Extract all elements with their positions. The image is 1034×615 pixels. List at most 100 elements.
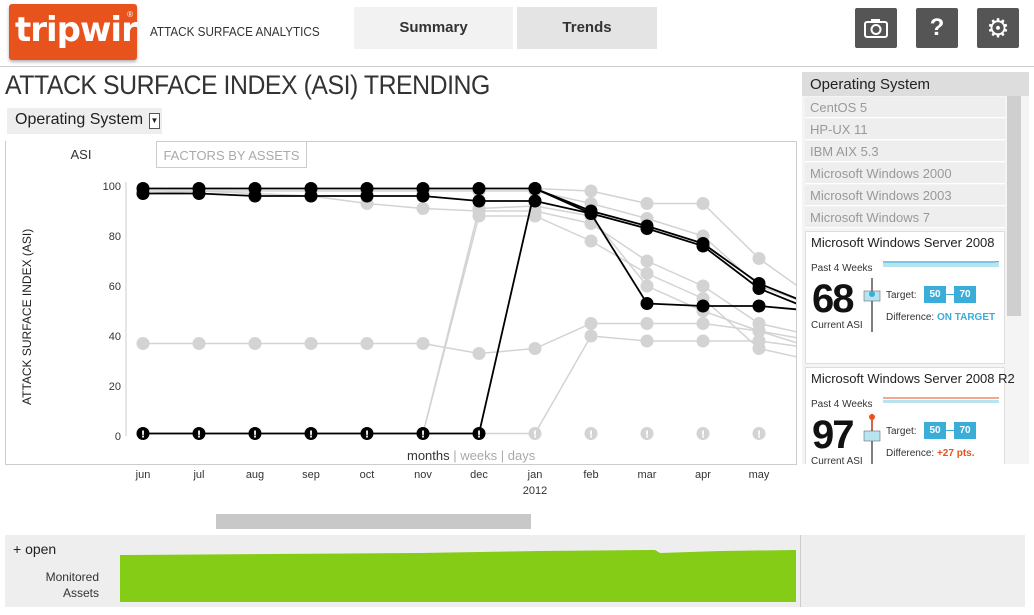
timeline-scrollbar[interactable] <box>216 514 531 529</box>
background-series-point[interactable] <box>528 209 542 223</box>
background-series-point[interactable] <box>640 197 654 210</box>
os-card-windows-server-2008[interactable]: Microsoft Windows Server 2008 Past 4 Wee… <box>805 231 1005 364</box>
card-asi-value: 68 <box>812 277 854 321</box>
exclamation-icon: ! <box>757 430 762 441</box>
highlighted-series-point[interactable] <box>472 194 486 208</box>
background-series-point[interactable] <box>472 347 486 360</box>
settings-button[interactable]: ⚙ <box>977 8 1019 48</box>
monitored-assets-panel: + open Monitored Assets <box>5 535 1025 607</box>
y-tick-label: 60 <box>109 281 121 293</box>
sidebar-item-windows-2000[interactable]: Microsoft Windows 2000 <box>805 163 1005 184</box>
background-series-point[interactable] <box>752 334 766 348</box>
highlighted-series-point[interactable] <box>752 282 766 295</box>
open-panel-toggle[interactable]: + open <box>13 541 57 557</box>
background-series-point[interactable] <box>584 329 598 343</box>
x-year-label: 2012 <box>523 485 547 497</box>
highlighted-series-point[interactable] <box>640 222 654 235</box>
highlighted-series-point[interactable] <box>640 297 654 310</box>
target-label: Target: <box>886 290 917 301</box>
highlighted-series-point[interactable] <box>304 189 318 203</box>
sidebar-item-windows-7[interactable]: Microsoft Windows 7 <box>805 207 1005 228</box>
background-series-point[interactable] <box>528 342 542 355</box>
sidebar-item-windows-2003[interactable]: Microsoft Windows 2003 <box>805 185 1005 206</box>
sidebar-item-centos-5[interactable]: CentOS 5 <box>805 97 1005 118</box>
highlighted-series-point[interactable] <box>752 299 766 313</box>
zero-marker <box>136 427 150 440</box>
range-days[interactable]: days <box>507 448 536 463</box>
y-tick-label: 20 <box>109 381 121 393</box>
highlighted-series-point[interactable] <box>528 182 542 195</box>
card-asi-value: 97 <box>812 413 854 457</box>
exclamation-icon: ! <box>141 430 146 441</box>
x-tick-label: may <box>749 469 770 481</box>
highlighted-series-point[interactable] <box>248 189 262 203</box>
background-series-point[interactable] <box>696 334 710 348</box>
zero-marker <box>192 427 206 440</box>
background-series-point[interactable] <box>640 317 654 330</box>
background-series-point[interactable] <box>696 197 710 210</box>
asi-line-chart: 0 20 40 60 80 100 jun jul aug sep oct nov dec jan feb m… <box>103 181 796 497</box>
highlighted-series-point[interactable] <box>696 239 710 253</box>
header-divider <box>0 66 1034 67</box>
background-series-point[interactable] <box>304 337 318 350</box>
tab-asi[interactable]: ASI <box>6 141 156 168</box>
background-series-point[interactable] <box>360 337 374 350</box>
difference-value: ON TARGET <box>936 312 996 323</box>
exclamation-icon: ! <box>701 430 706 441</box>
background-series-point[interactable] <box>696 317 710 330</box>
range-months[interactable]: months <box>407 448 450 463</box>
highlighted-series-point[interactable] <box>416 189 430 203</box>
background-series-point[interactable] <box>136 337 150 350</box>
exclamation-icon: ! <box>421 430 426 441</box>
tab-summary[interactable]: Summary <box>354 7 513 49</box>
background-series-point[interactable] <box>584 317 598 330</box>
target-low: 50 <box>924 286 946 303</box>
zero-marker <box>640 427 654 440</box>
sparkline <box>883 397 999 403</box>
screenshot-button[interactable] <box>855 8 897 48</box>
background-series-point[interactable] <box>416 202 430 215</box>
highlighted-series-point[interactable] <box>136 187 150 200</box>
background-series <box>143 329 796 435</box>
y-axis-label: ATTACK SURFACE INDEX (ASI) <box>20 228 34 405</box>
highlighted-series-point[interactable] <box>584 207 598 220</box>
background-series-point[interactable] <box>584 234 598 248</box>
background-series-point[interactable] <box>640 254 654 268</box>
highlighted-series-point[interactable] <box>472 182 486 195</box>
x-tick-label: jan <box>527 469 543 481</box>
x-tick-label: jul <box>192 469 204 481</box>
background-series-point[interactable] <box>696 279 710 293</box>
tab-factors-by-assets[interactable]: FACTORS BY ASSETS <box>156 141 307 168</box>
exclamation-icon: ! <box>253 430 258 441</box>
camera-icon <box>864 19 888 38</box>
range-weeks[interactable]: weeks <box>460 448 498 463</box>
background-series-point[interactable] <box>584 184 598 198</box>
background-series-point[interactable] <box>640 334 654 348</box>
exclamation-icon: ! <box>477 430 482 441</box>
sidebar-scrollbar[interactable] <box>1007 96 1021 316</box>
background-series-point[interactable] <box>192 337 206 350</box>
tab-trends[interactable]: Trends <box>517 7 657 49</box>
zero-marker <box>752 427 766 440</box>
background-series-point[interactable] <box>248 337 262 350</box>
background-series-point[interactable] <box>752 252 766 265</box>
highlighted-series-point[interactable] <box>360 189 374 203</box>
sidebar-item-hp-ux-11[interactable]: HP-UX 11 <box>805 119 1005 140</box>
highlighted-series-point[interactable] <box>192 187 206 200</box>
os-card-windows-server-2008-r2[interactable]: Microsoft Windows Server 2008 R2 Past 4 … <box>805 367 1015 464</box>
target-high: 70 <box>954 422 976 439</box>
background-series-point[interactable] <box>752 324 766 338</box>
background-series-point[interactable] <box>640 267 654 280</box>
monitored-label-line1: Monitored <box>45 570 99 584</box>
sidebar-item-ibm-aix[interactable]: IBM AIX 5.3 <box>805 141 1005 162</box>
time-range-selector: months | weeks | days <box>407 448 535 463</box>
target-high: 70 <box>954 286 976 303</box>
background-series-point[interactable] <box>416 337 430 350</box>
asi-gauge <box>863 278 881 332</box>
background-series-line <box>143 335 796 435</box>
card-past-label: Past 4 Weeks <box>811 263 873 274</box>
highlighted-series-point[interactable] <box>696 299 710 313</box>
help-button[interactable]: ? <box>916 8 958 48</box>
background-series-point[interactable] <box>640 279 654 293</box>
dimension-select[interactable]: Operating System ▼ <box>7 108 162 134</box>
